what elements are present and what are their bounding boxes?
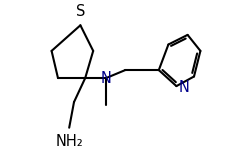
Text: S: S <box>76 4 85 19</box>
Text: N: N <box>178 80 189 95</box>
Text: NH₂: NH₂ <box>55 134 83 149</box>
Text: N: N <box>101 71 111 86</box>
